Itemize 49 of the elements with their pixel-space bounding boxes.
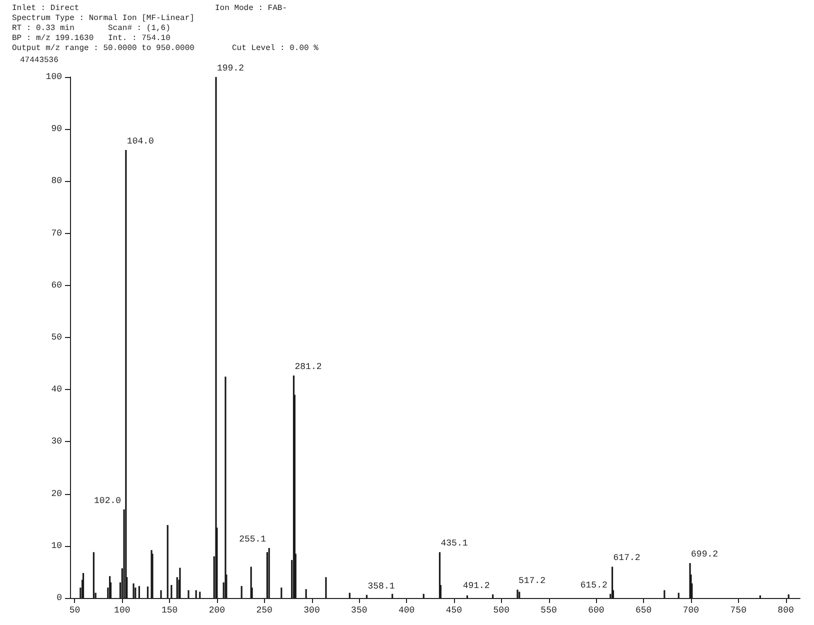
y-tick-label: 0 — [56, 593, 62, 603]
y-tick-label: 60 — [51, 280, 62, 290]
x-tick-label: 200 — [208, 606, 226, 616]
annotation: 358.1 — [368, 581, 395, 592]
annotation: 102.0 — [94, 496, 122, 506]
x-tick-label: 250 — [256, 606, 272, 616]
y-tick-label: 20 — [51, 488, 62, 499]
x-tick-label: 550 — [540, 606, 557, 616]
text: Scan# : (1,6) — [108, 24, 170, 33]
text: 47443536 — [20, 56, 58, 65]
text: Spectrum Type : Normal Ion [MF-Linear] — [12, 14, 194, 23]
text: Output m/z range : 50.0000 to 950.0000 — [12, 44, 194, 53]
x-tick-label: 650 — [635, 606, 652, 616]
x-tick-label: 300 — [304, 606, 320, 616]
x-tick-label: 750 — [730, 606, 746, 616]
annotation: 699.2 — [691, 550, 718, 560]
y-tick-label: 30 — [51, 436, 62, 447]
x-tick-label: 700 — [682, 606, 700, 616]
x-tick-label: 800 — [778, 606, 794, 616]
annotation: 255.1 — [239, 534, 266, 544]
annotation: 435.1 — [440, 538, 468, 549]
annotation: 617.2 — [613, 553, 640, 564]
text: Int. : 754.10 — [108, 34, 170, 43]
annotation: 517.2 — [518, 576, 546, 586]
annotation: 104.0 — [126, 136, 154, 146]
y-tick-label: 50 — [51, 332, 62, 342]
annotation: 615.2 — [580, 580, 608, 590]
y-tick-label: 70 — [51, 228, 62, 238]
y-tick-label: 100 — [46, 72, 62, 82]
annotation: 491.2 — [462, 580, 490, 591]
annotation: 199.2 — [217, 64, 244, 74]
x-tick-label: 400 — [398, 606, 415, 616]
y-tick-label: 80 — [51, 176, 62, 186]
annotation: 281.2 — [294, 362, 322, 372]
text: Ion Mode : FAB- — [215, 4, 288, 13]
y-tick-label: 90 — [51, 124, 62, 134]
y-tick-label: 40 — [51, 384, 62, 395]
y-tick-label: 10 — [51, 540, 62, 551]
text: BP : m/z 199.1630 — [12, 34, 94, 43]
text: RT : 0.33 min — [12, 24, 74, 33]
x-tick-label: 100 — [114, 606, 130, 616]
x-tick-label: 500 — [493, 606, 510, 616]
x-tick-label: 600 — [588, 606, 604, 616]
x-tick-label: 150 — [161, 606, 178, 616]
x-tick-label: 450 — [446, 606, 462, 616]
x-tick-label: 350 — [351, 606, 368, 616]
text: Inlet : Direct — [12, 4, 80, 13]
x-tick-label: 50 — [69, 606, 80, 616]
text: Cut Level : 0.00 % — [232, 44, 318, 53]
